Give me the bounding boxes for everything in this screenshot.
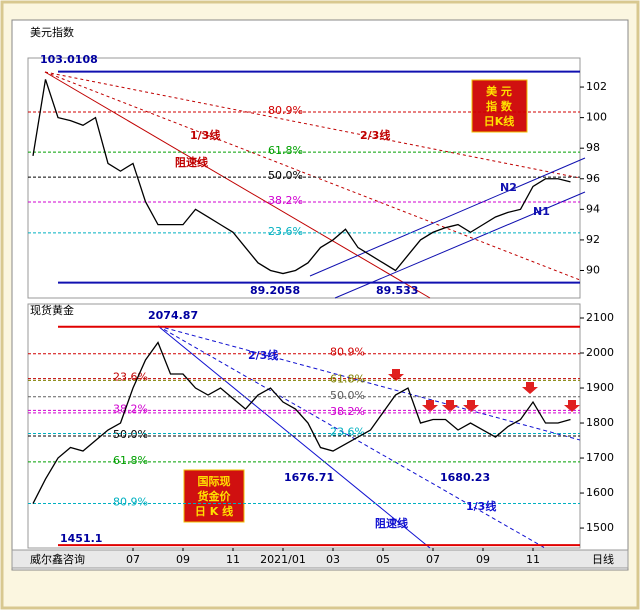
x-tick-label: 11 xyxy=(226,553,240,566)
trend-line xyxy=(157,325,581,441)
annotation: 1/3线 xyxy=(466,499,496,513)
badge-box xyxy=(183,469,245,523)
price-label: 103.0108 xyxy=(40,53,98,66)
x-tick-label: 09 xyxy=(176,553,190,566)
fib-label: 50.0% xyxy=(330,389,365,402)
arrow xyxy=(442,400,458,412)
y-tick-label: 92 xyxy=(586,233,600,246)
arrow xyxy=(564,400,580,412)
x-tick-label: 09 xyxy=(476,553,490,566)
price-label: 1451.1 xyxy=(60,532,102,545)
arrows xyxy=(388,369,580,412)
y-tick-label: 100 xyxy=(586,111,607,124)
arrow xyxy=(388,369,404,381)
panel-bottom xyxy=(27,303,581,549)
fib-label: 61.8% xyxy=(268,144,303,157)
badge-text: 国际现 xyxy=(198,474,231,488)
channel-line xyxy=(309,157,586,277)
y-tick-label: 98 xyxy=(586,141,600,154)
low-label: 89.533 xyxy=(376,284,418,297)
fib-label: 38.2% xyxy=(268,194,303,207)
fib-label: 23.6% xyxy=(113,371,148,384)
low-label: 1676.71 xyxy=(284,471,334,484)
fib-label: 23.6% xyxy=(268,225,303,238)
x-tick-label: 03 xyxy=(326,553,340,566)
arrow xyxy=(522,382,538,394)
fib-label: 50.0% xyxy=(268,169,303,182)
annotation: 1/3线 xyxy=(190,128,220,142)
trend-lines-bottom xyxy=(157,325,581,549)
fib-label: 38.2% xyxy=(330,405,365,418)
price-series xyxy=(32,341,571,504)
trend-line xyxy=(157,325,546,549)
annotation: 2/3线 xyxy=(360,128,390,142)
badge-box xyxy=(471,79,528,133)
channel-top xyxy=(309,157,586,299)
annotation: 2/3线 xyxy=(248,348,278,362)
footer-period: 日线 xyxy=(592,552,614,566)
panel-title: 现货黄金 xyxy=(30,303,74,317)
y-tick-label: 94 xyxy=(586,202,600,215)
x-tick-label: 11 xyxy=(526,553,540,566)
panel-title: 美元指数 xyxy=(30,25,74,39)
y-tick-label: 1800 xyxy=(586,416,614,429)
price-series xyxy=(32,79,571,275)
fib-label: 61.8% xyxy=(113,454,148,467)
price-label: 89.2058 xyxy=(250,284,300,297)
fib-label: 23.6% xyxy=(330,426,365,439)
x-tick-label: 07 xyxy=(426,553,440,566)
y-tick-label: 1600 xyxy=(586,486,614,499)
trend-line xyxy=(157,325,431,549)
footer-source: 威尔鑫咨询 xyxy=(30,552,85,566)
badge-text: 日 K 线 xyxy=(195,504,233,518)
y-tick-label: 1500 xyxy=(586,521,614,534)
badge-text: 货金价 xyxy=(197,489,232,503)
channel-line xyxy=(334,191,586,299)
y-tick-label: 1700 xyxy=(586,451,614,464)
y-tick-label: 2100 xyxy=(586,311,614,324)
x-tick-label: 07 xyxy=(126,553,140,566)
fib-label: 38.2% xyxy=(113,402,148,415)
x-tick-label: 2021/01 xyxy=(260,553,306,566)
badge-text: 美 元 xyxy=(486,84,512,98)
price-label: 2074.87 xyxy=(148,309,198,322)
fib-label: 61.8% xyxy=(330,372,365,385)
annotation: N1 xyxy=(533,205,550,218)
fib-label: 80.9% xyxy=(268,104,303,117)
fib-label: 50.0% xyxy=(113,428,148,441)
x-tick-label: 05 xyxy=(376,553,390,566)
trend-lines-top xyxy=(44,71,581,299)
low-label: 1680.23 xyxy=(440,471,490,484)
y-tick-label: 90 xyxy=(586,263,600,276)
y-tick-label: 96 xyxy=(586,172,600,185)
y-tick-label: 1900 xyxy=(586,381,614,394)
y-tick-label: 2000 xyxy=(586,346,614,359)
annotation: 阻速线 xyxy=(375,516,408,530)
annotation: 阻速线 xyxy=(175,155,208,169)
y-tick-label: 102 xyxy=(586,80,607,93)
arrow xyxy=(422,400,438,412)
arrow xyxy=(463,400,479,412)
trend-line xyxy=(44,71,431,299)
badge-text: 指 数 xyxy=(486,99,513,113)
badge-text: 日K线 xyxy=(484,114,515,128)
fib-label: 80.9% xyxy=(330,346,365,359)
trend-line xyxy=(44,71,581,179)
footer-strip xyxy=(11,549,629,569)
annotation: N2 xyxy=(500,181,517,194)
fib-label: 80.9% xyxy=(113,496,148,509)
